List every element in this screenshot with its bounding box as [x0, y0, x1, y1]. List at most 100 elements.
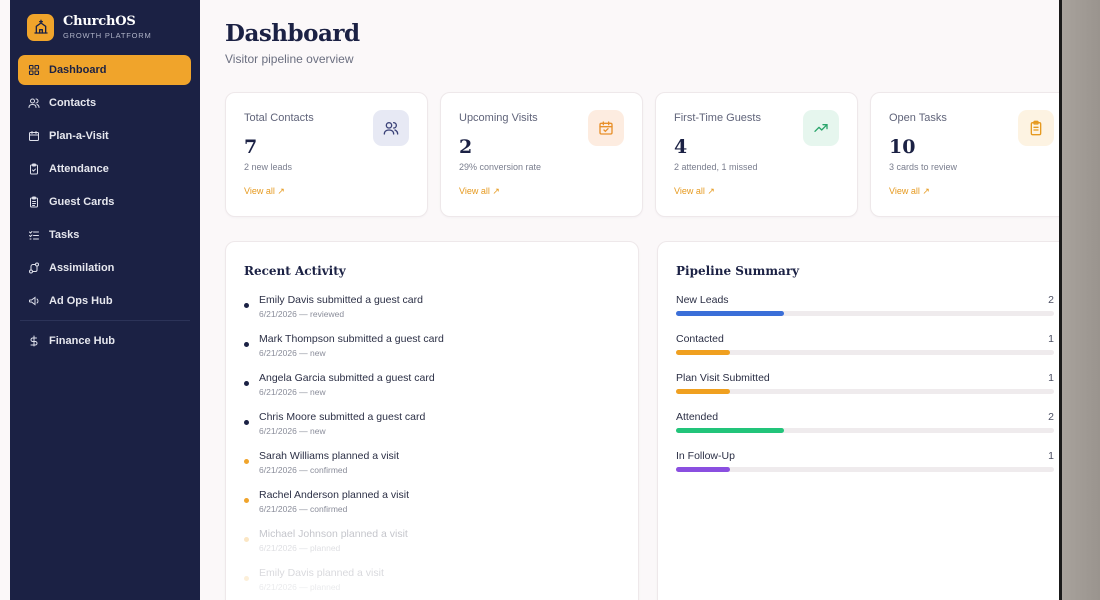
status-dot-icon — [244, 342, 249, 347]
panel-title: Pipeline Summary — [676, 264, 800, 278]
progress-fill — [676, 428, 785, 433]
status-dot-icon — [244, 576, 249, 581]
sidebar-item-finance-hub[interactable]: Finance Hub — [18, 326, 191, 356]
sidebar: ChurchOS GROWTH PLATFORM Dashboard Conta… — [10, 0, 200, 600]
brand[interactable]: ChurchOS GROWTH PLATFORM — [10, 0, 200, 48]
pipeline-stage-label: Attended — [676, 411, 719, 423]
main-content: Dashboard Visitor pipeline overview Tota… — [200, 0, 1059, 600]
sidebar-item-label: Finance Hub — [49, 335, 116, 347]
pipeline-stage: Plan Visit Submitted 1 — [676, 372, 1054, 411]
activity-meta: 6/21/2026 — confirmed — [259, 504, 348, 514]
stat-note: 2 attended, 1 missed — [674, 162, 758, 172]
status-dot-icon — [244, 498, 249, 503]
progress-track — [676, 311, 1054, 316]
route-icon — [28, 262, 40, 274]
stat-value: 10 — [889, 136, 916, 158]
stat-note: 2 new leads — [244, 162, 293, 172]
megaphone-icon — [28, 295, 40, 307]
pipeline-stage-label: Contacted — [676, 333, 724, 345]
pipeline-stage-label: In Follow-Up — [676, 450, 735, 462]
clipboard-list-icon — [28, 196, 40, 208]
clipboard-check-icon — [28, 163, 40, 175]
activity-item[interactable]: Michael Johnson planned a visit 6/21/2026… — [244, 528, 444, 567]
activity-text: Angela Garcia submitted a guest card — [259, 372, 435, 384]
sidebar-item-label: Ad Ops Hub — [49, 295, 113, 307]
progress-fill — [676, 311, 785, 316]
activity-meta: 6/21/2026 — reviewed — [259, 309, 345, 319]
view-all-link[interactable]: View all ↗ — [674, 186, 715, 196]
view-all-link[interactable]: View all ↗ — [459, 186, 500, 196]
activity-item[interactable]: Chris Moore submitted a guest card 6/21/2… — [244, 411, 444, 450]
pipeline-stage-count: 1 — [1048, 450, 1054, 462]
app-window: ChurchOS GROWTH PLATFORM Dashboard Conta… — [0, 0, 1062, 600]
status-dot-icon — [244, 381, 249, 386]
brand-tagline: GROWTH PLATFORM — [63, 31, 152, 40]
sidebar-item-attendance[interactable]: Attendance — [18, 154, 191, 184]
activity-list: Emily Davis submitted a guest card 6/21/2… — [244, 294, 444, 600]
view-all-link[interactable]: View all ↗ — [244, 186, 285, 196]
calendar-check-icon — [588, 110, 624, 146]
activity-item[interactable]: Angela Garcia submitted a guest card 6/21… — [244, 372, 444, 411]
activity-meta: 6/21/2026 — new — [259, 387, 326, 397]
dollar-icon — [28, 335, 40, 347]
pipeline-stage: In Follow-Up 1 — [676, 450, 1054, 489]
activity-item[interactable]: Emily Davis submitted a guest card 6/21/2… — [244, 294, 444, 333]
activity-item[interactable]: Mark Thompson submitted a guest card 6/21… — [244, 333, 444, 372]
sidebar-item-ad-ops-hub[interactable]: Ad Ops Hub — [18, 286, 191, 316]
stat-label: Total Contacts — [244, 112, 314, 124]
recent-activity-panel: Recent Activity Emily Davis submitted a … — [225, 241, 639, 600]
grid-icon — [28, 64, 40, 76]
pipeline-summary-panel: Pipeline Summary New Leads 2 Contacted 1 Pla… — [657, 241, 1059, 600]
sidebar-item-guest-cards[interactable]: Guest Cards — [18, 187, 191, 217]
activity-meta: 6/21/2026 — confirmed — [259, 465, 348, 475]
progress-track — [676, 350, 1054, 355]
desktop-background — [1062, 0, 1100, 600]
pipeline-stage: Contacted 1 — [676, 333, 1054, 372]
activity-item[interactable]: Rachel Anderson planned a visit 6/21/2026… — [244, 489, 444, 528]
progress-fill — [676, 350, 731, 355]
church-logo-icon — [27, 13, 54, 41]
stat-label: First-Time Guests — [674, 112, 761, 124]
pipeline-list: New Leads 2 Contacted 1 Plan Visit Submitted… — [676, 294, 1054, 489]
stat-value: 2 — [459, 136, 473, 158]
progress-track — [676, 467, 1054, 472]
page-title: Dashboard — [225, 20, 360, 47]
progress-track — [676, 389, 1054, 394]
pipeline-stage-label: Plan Visit Submitted — [676, 372, 770, 384]
activity-text: Michael Johnson planned a visit — [259, 528, 408, 540]
sidebar-item-assimilation[interactable]: Assimilation — [18, 253, 191, 283]
sidebar-item-label: Attendance — [49, 163, 109, 175]
stat-card-open-tasks: Open Tasks 10 3 cards to review View all… — [870, 92, 1059, 217]
sidebar-item-contacts[interactable]: Contacts — [18, 88, 191, 118]
sidebar-nav: Dashboard Contacts Plan-a-Visit Attendan… — [10, 48, 200, 356]
sidebar-divider — [20, 320, 190, 321]
activity-item[interactable]: Sarah Williams planned a visit 6/21/2026 … — [244, 450, 444, 489]
stat-card-upcoming-visits: Upcoming Visits 2 29% conversion rate Vi… — [440, 92, 643, 217]
activity-meta: 6/21/2026 — new — [259, 426, 326, 436]
stat-label: Open Tasks — [889, 112, 947, 124]
sidebar-item-tasks[interactable]: Tasks — [18, 220, 191, 250]
page-subtitle: Visitor pipeline overview — [225, 52, 354, 66]
stat-value: 4 — [674, 136, 688, 158]
stat-card-total-contacts: Total Contacts 7 2 new leads View all ↗ — [225, 92, 428, 217]
pipeline-stage-count: 1 — [1048, 372, 1054, 384]
view-all-link[interactable]: View all ↗ — [889, 186, 930, 196]
activity-meta: 6/21/2026 — planned — [259, 582, 341, 592]
calendar-icon — [28, 130, 40, 142]
pipeline-stage-label: New Leads — [676, 294, 729, 306]
panel-title: Recent Activity — [244, 264, 346, 278]
progress-fill — [676, 389, 731, 394]
status-dot-icon — [244, 303, 249, 308]
activity-text: Emily Davis planned a visit — [259, 567, 384, 579]
sidebar-item-label: Contacts — [49, 97, 97, 109]
sidebar-item-dashboard[interactable]: Dashboard — [18, 55, 191, 85]
activity-text: Chris Moore submitted a guest card — [259, 411, 426, 423]
stat-note: 3 cards to review — [889, 162, 958, 172]
stat-note: 29% conversion rate — [459, 162, 542, 172]
stat-value: 7 — [244, 136, 258, 158]
activity-item[interactable]: Emily Davis planned a visit 6/21/2026 — p… — [244, 567, 444, 600]
activity-text: Emily Davis submitted a guest card — [259, 294, 423, 306]
sidebar-item-plan-a-visit[interactable]: Plan-a-Visit — [18, 121, 191, 151]
pipeline-stage: New Leads 2 — [676, 294, 1054, 333]
users-icon — [373, 110, 409, 146]
